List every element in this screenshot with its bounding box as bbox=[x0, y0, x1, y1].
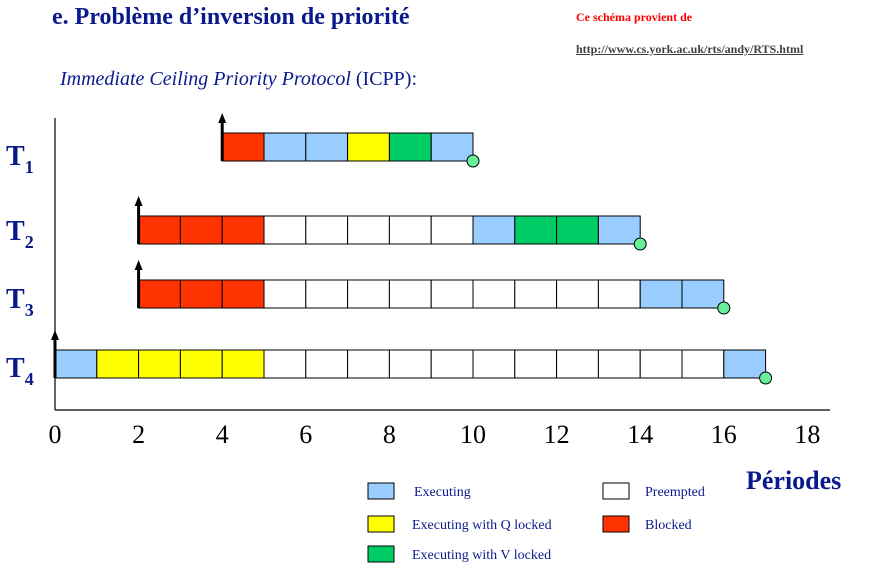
task-segment-executing bbox=[597, 215, 641, 245]
legend-swatch-blocked bbox=[602, 515, 630, 533]
x-tick-label: 16 bbox=[711, 420, 737, 449]
legend-label: Preempted bbox=[645, 485, 705, 500]
legend-swatch-executing-q bbox=[367, 515, 395, 533]
task-segment-executing-q bbox=[96, 349, 140, 379]
source-url[interactable]: http://www.cs.york.ac.uk/rts/andy/RTS.ht… bbox=[576, 42, 804, 56]
task-segment-blocked bbox=[221, 132, 265, 162]
task-segment-executing-q bbox=[179, 349, 223, 379]
completion-marker bbox=[466, 154, 480, 168]
task-segment-preempted bbox=[430, 215, 474, 245]
task-segment-preempted bbox=[430, 349, 474, 379]
task-segment-preempted bbox=[430, 279, 474, 309]
task-label: T3 bbox=[6, 284, 34, 320]
task-segment-preempted bbox=[597, 349, 641, 379]
task-label-subscript: 4 bbox=[25, 369, 34, 389]
release-arrow-head bbox=[51, 330, 59, 340]
task-label-subscript: 2 bbox=[25, 232, 34, 252]
task-segment-executing-q bbox=[138, 349, 181, 379]
release-arrow-head bbox=[218, 113, 227, 123]
subtitle-protocol-name: Immediate Ceiling Priority Protocol bbox=[60, 68, 351, 90]
task-segment-preempted bbox=[347, 349, 390, 379]
task-label: T4 bbox=[6, 353, 34, 389]
task-segment-preempted bbox=[681, 349, 725, 379]
x-tick-label: 10 bbox=[460, 420, 486, 449]
task-segment-executing bbox=[54, 349, 98, 379]
x-tick-label: 14 bbox=[627, 420, 653, 449]
legend-label: Executing bbox=[414, 485, 471, 500]
task-segment-preempted bbox=[388, 215, 432, 245]
task-segment-preempted bbox=[305, 349, 349, 379]
task-segment-preempted bbox=[597, 279, 641, 309]
completion-marker bbox=[717, 301, 731, 315]
task-segment-executing bbox=[639, 279, 683, 309]
task-segment-preempted bbox=[347, 279, 390, 309]
task-segment-executing bbox=[263, 132, 307, 162]
x-axis-title: Périodes bbox=[746, 466, 842, 495]
task-segment-blocked bbox=[179, 215, 223, 245]
task-segment-preempted bbox=[305, 279, 349, 309]
release-arrow-head bbox=[134, 196, 143, 206]
task-segment-blocked bbox=[221, 279, 265, 309]
task-segment-executing-v bbox=[388, 132, 432, 162]
legend-swatch-executing bbox=[367, 482, 395, 500]
subtitle: Immediate Ceiling Priority Protocol (ICP… bbox=[60, 68, 417, 91]
subtitle-protocol-abbrev: (ICPP): bbox=[350, 68, 418, 90]
page-title: e. Problème d’inversion de priorité bbox=[52, 4, 410, 30]
task-segment-preempted bbox=[472, 349, 516, 379]
task-segment-executing bbox=[472, 215, 516, 245]
task-label-subscript: 3 bbox=[25, 300, 34, 320]
task-label-letter: T bbox=[6, 353, 25, 384]
task-segment-executing bbox=[305, 132, 349, 162]
legend-label: Executing with Q locked bbox=[412, 518, 552, 533]
task-label-letter: T bbox=[6, 141, 25, 172]
task-segment-preempted bbox=[514, 349, 558, 379]
task-segment-executing bbox=[681, 279, 725, 309]
completion-marker bbox=[633, 237, 647, 251]
task-segment-preempted bbox=[263, 279, 307, 309]
x-tick-label: 0 bbox=[49, 420, 62, 449]
task-segment-executing-v bbox=[514, 215, 558, 245]
completion-marker bbox=[759, 371, 773, 385]
task-segment-preempted bbox=[388, 279, 432, 309]
task-segment-preempted bbox=[472, 279, 516, 309]
task-segment-executing-q bbox=[221, 349, 265, 379]
task-segment-executing bbox=[430, 132, 474, 162]
task-label: T2 bbox=[6, 216, 34, 252]
legend-swatch-executing-v bbox=[367, 545, 395, 563]
task-segment-preempted bbox=[514, 279, 558, 309]
legend-label: Blocked bbox=[645, 518, 692, 533]
x-tick-label: 12 bbox=[544, 420, 570, 449]
task-segment-preempted bbox=[263, 215, 307, 245]
task-segment-blocked bbox=[179, 279, 223, 309]
task-segment-preempted bbox=[388, 349, 432, 379]
task-segment-executing-q bbox=[347, 132, 390, 162]
x-tick-label: 18 bbox=[794, 420, 820, 449]
task-segment-blocked bbox=[138, 279, 181, 309]
task-segment-preempted bbox=[347, 215, 390, 245]
task-segment-preempted bbox=[556, 349, 599, 379]
release-arrow-head bbox=[134, 260, 143, 270]
task-segment-preempted bbox=[556, 279, 599, 309]
task-segment-blocked bbox=[221, 215, 265, 245]
task-label-subscript: 1 bbox=[25, 157, 34, 177]
x-tick-label: 2 bbox=[132, 420, 145, 449]
x-tick-label: 6 bbox=[299, 420, 312, 449]
task-label-letter: T bbox=[6, 216, 25, 247]
task-segment-preempted bbox=[263, 349, 307, 379]
task-segment-preempted bbox=[639, 349, 683, 379]
legend-swatch-preempted bbox=[602, 482, 630, 500]
task-label: T1 bbox=[6, 141, 34, 177]
x-tick-label: 8 bbox=[383, 420, 396, 449]
x-tick-label: 4 bbox=[216, 420, 229, 449]
task-segment-blocked bbox=[138, 215, 181, 245]
task-segment-executing-v bbox=[556, 215, 599, 245]
legend-label: Executing with V locked bbox=[412, 548, 551, 563]
source-label: Ce schéma provient de bbox=[576, 10, 693, 24]
task-segment-executing bbox=[723, 349, 767, 379]
task-label-letter: T bbox=[6, 284, 25, 315]
task-segment-preempted bbox=[305, 215, 349, 245]
